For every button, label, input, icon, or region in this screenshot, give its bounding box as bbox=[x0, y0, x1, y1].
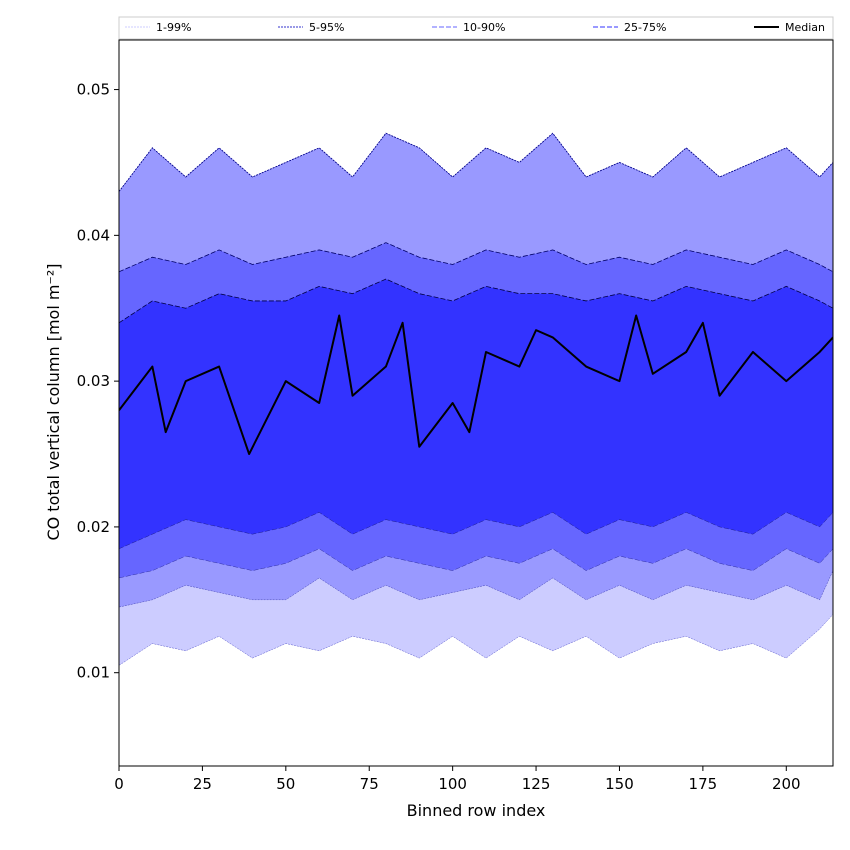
legend-box bbox=[118, 16, 834, 40]
legend-label: 25-75% bbox=[624, 21, 666, 34]
x-tick-label: 150 bbox=[605, 775, 634, 793]
legend-label: 10-90% bbox=[463, 21, 505, 34]
plot-frame bbox=[118, 39, 834, 767]
x-tick-label: 50 bbox=[276, 775, 295, 793]
band-4-lower-line bbox=[119, 512, 833, 550]
y-axis-label: CO total vertical column [mol m⁻²] bbox=[44, 263, 63, 540]
y-tick-label: 0.01 bbox=[77, 664, 110, 682]
x-tick-label: 125 bbox=[522, 775, 551, 793]
legend-label: 1-99% bbox=[156, 21, 191, 34]
y-tick-label: 0.05 bbox=[77, 81, 110, 99]
band-3-lower-line bbox=[119, 548, 833, 579]
x-tick-label: 175 bbox=[689, 775, 718, 793]
x-tick-label: 75 bbox=[360, 775, 379, 793]
band-2-lower-line bbox=[119, 570, 833, 608]
x-axis: 0 25 50 75 100 125 150 175 200 bbox=[114, 766, 801, 793]
band-4-area bbox=[119, 279, 833, 549]
band-1-lower-line bbox=[119, 614, 833, 666]
y-tick-label: 0.04 bbox=[77, 226, 110, 244]
x-tick-label: 200 bbox=[772, 775, 801, 793]
x-tick-label: 25 bbox=[193, 775, 212, 793]
band-4-upper-line bbox=[119, 278, 833, 324]
plot-area bbox=[118, 39, 834, 767]
median-line bbox=[119, 314, 833, 456]
x-tick-label: 0 bbox=[114, 775, 124, 793]
y-tick-label: 0.03 bbox=[77, 372, 110, 390]
band-3-upper-line bbox=[119, 242, 833, 273]
plot-content bbox=[119, 132, 833, 666]
y-axis: 0.01 0.02 0.03 0.04 0.05 bbox=[77, 81, 119, 682]
legend-label: 5-95% bbox=[309, 21, 344, 34]
y-tick-label: 0.02 bbox=[77, 518, 110, 536]
legend-label: Median bbox=[785, 21, 825, 34]
x-tick-label: 100 bbox=[438, 775, 467, 793]
legend: 1-99% 5-95% 10-90% 25-75% Median bbox=[118, 16, 834, 40]
x-axis-label: Binned row index bbox=[407, 801, 546, 820]
